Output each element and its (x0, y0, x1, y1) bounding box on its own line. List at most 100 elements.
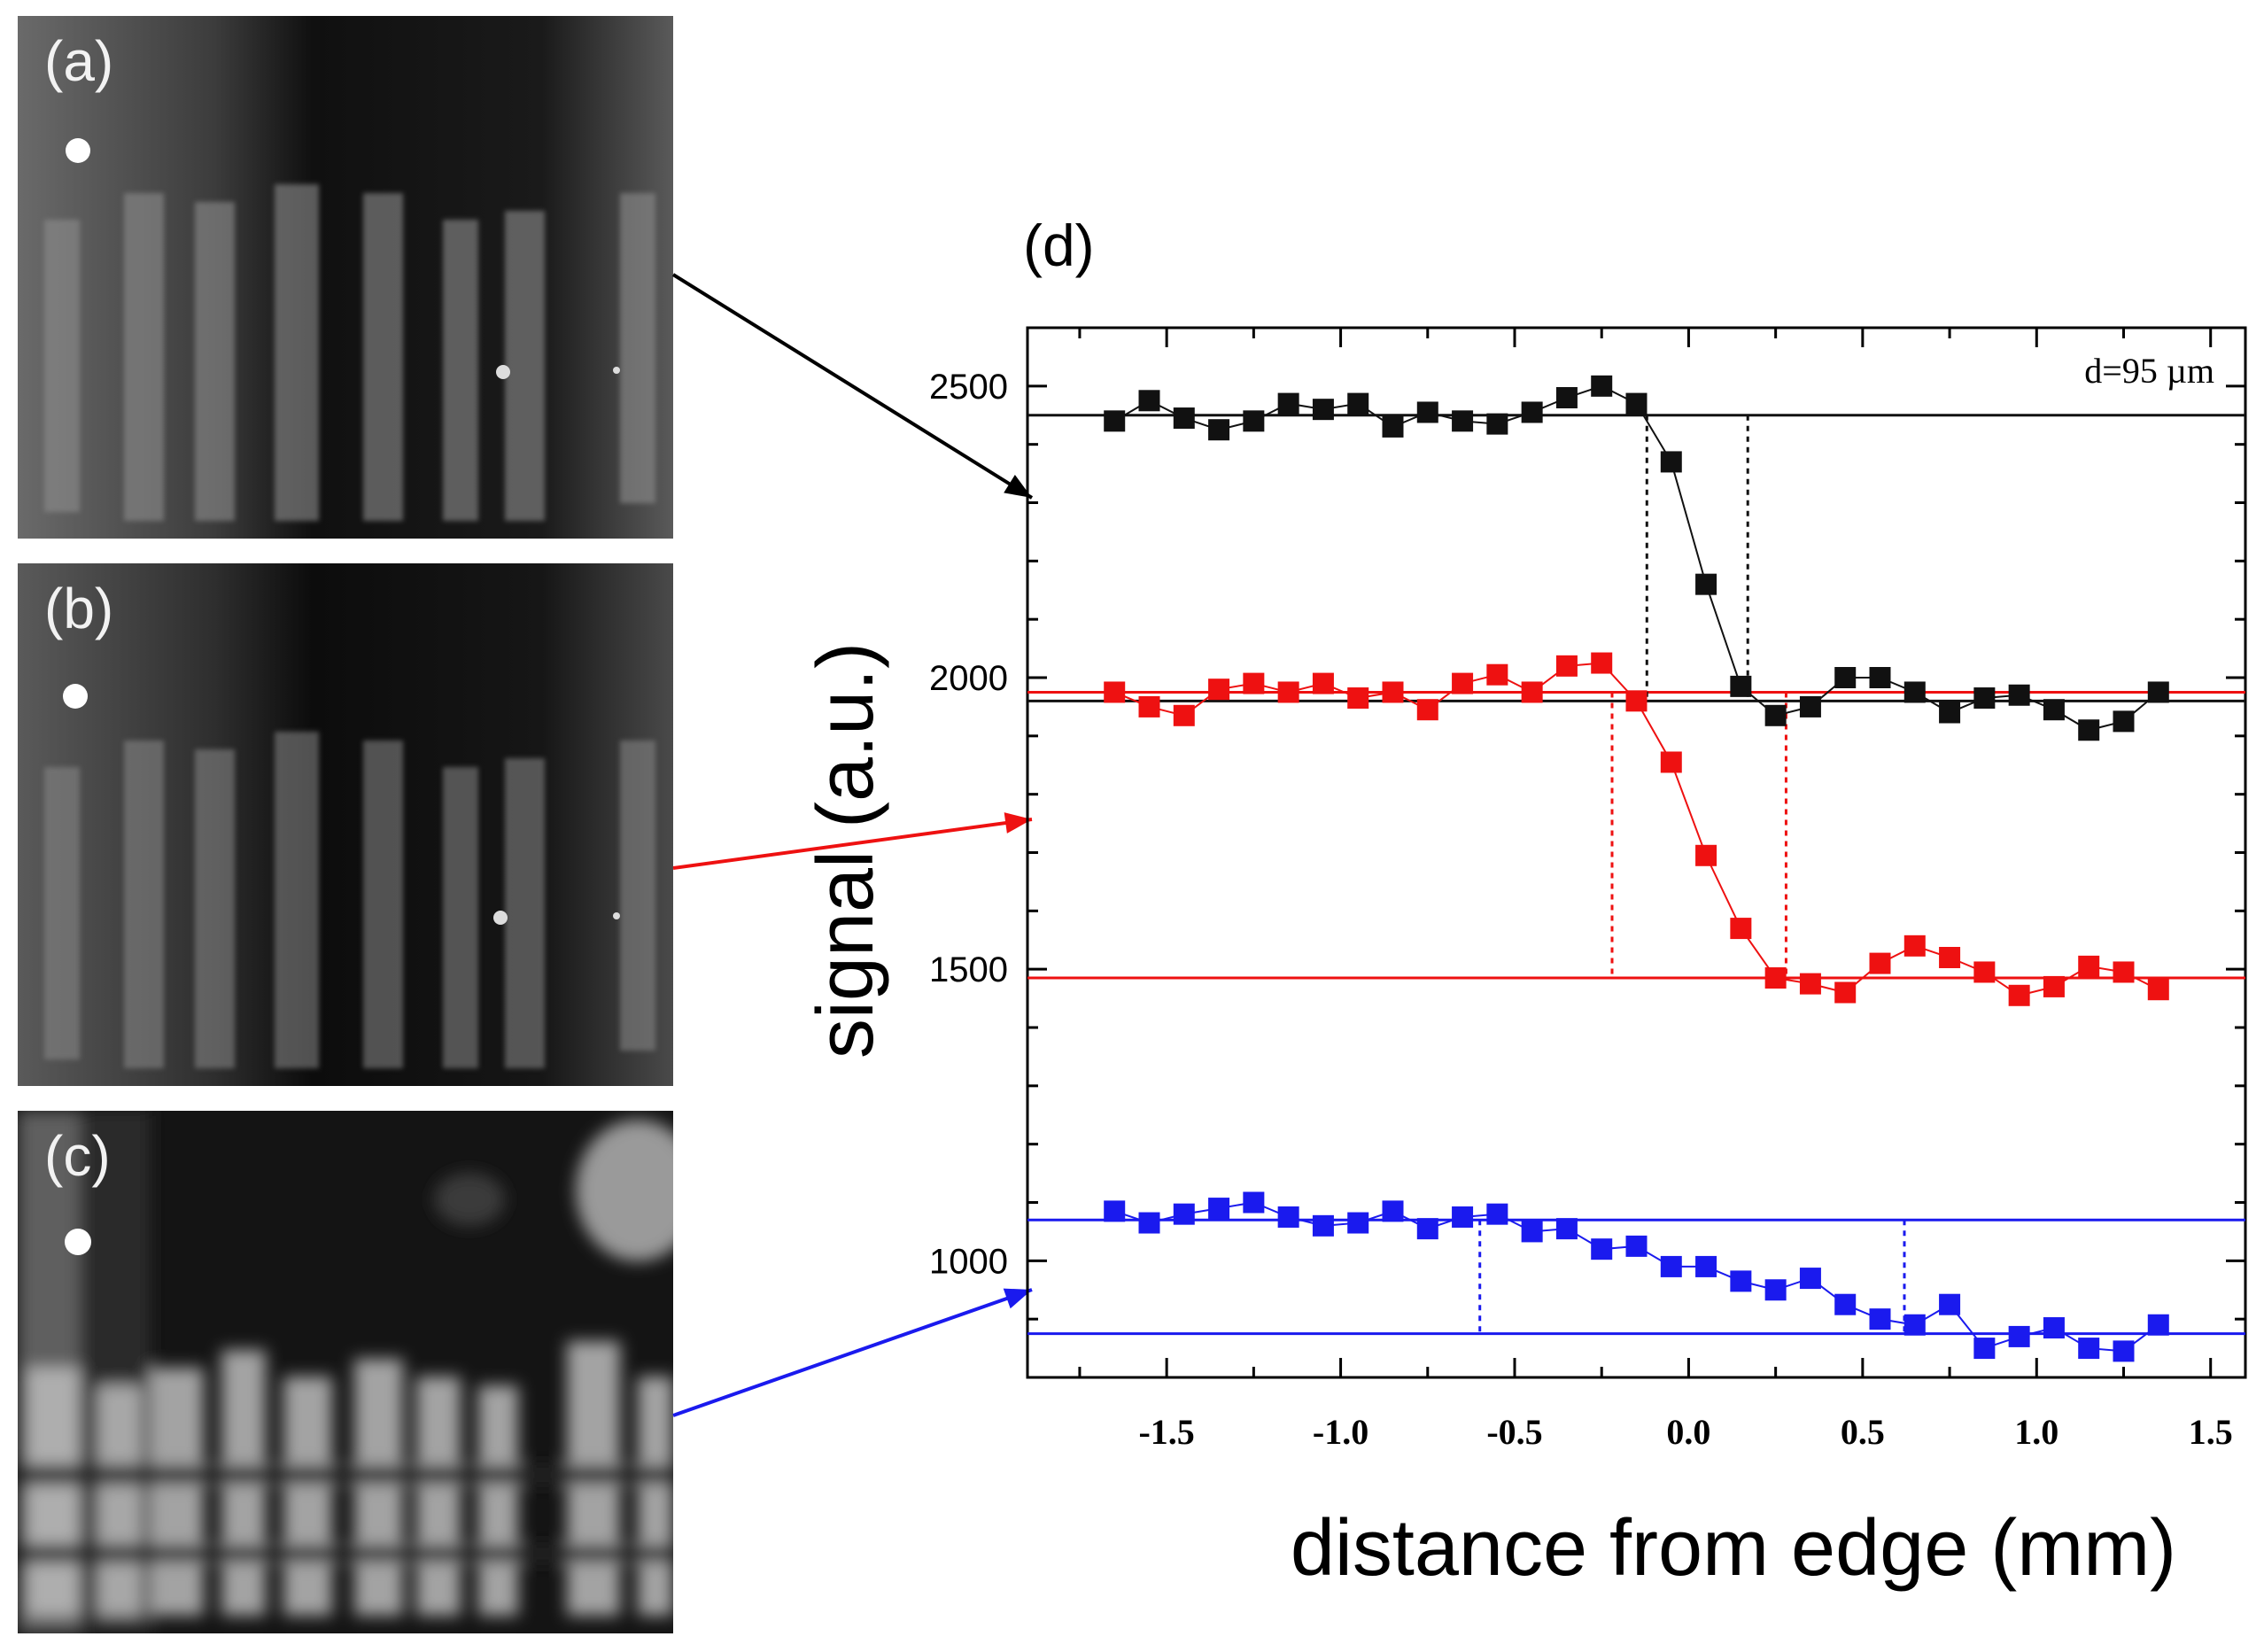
data-point (1138, 695, 1160, 717)
edge-markers (1478, 415, 1906, 1334)
image-panel-b-picture (18, 563, 673, 1086)
series-line (1113, 1201, 2159, 1353)
data-point (1973, 687, 1996, 710)
data-point (1834, 981, 1857, 1004)
y-axis-label: signal (a.u.) (802, 642, 890, 1059)
data-point (1660, 451, 1682, 473)
x-tick-label: -0.5 (1486, 1412, 1542, 1452)
data-point (2078, 719, 2100, 741)
y-tick-labels: 1000 1500 2000 2500 (929, 368, 1008, 1282)
data-point (1486, 663, 1508, 686)
arrow-head (1004, 812, 1032, 834)
data-point (1973, 961, 1996, 983)
data-point (1243, 410, 1265, 432)
image-panel-b: (b) (18, 563, 673, 1086)
image-panel-a-label: (a) (44, 29, 114, 93)
x-axis-label: distance from edge (mm) (1291, 1504, 2176, 1593)
data-point (1834, 667, 1857, 688)
data-point (2147, 1314, 2169, 1336)
data-point (1869, 667, 1891, 688)
data-point (1347, 392, 1369, 415)
data-point (1555, 655, 1578, 677)
data-point (2113, 710, 2135, 733)
data-point (2043, 699, 2065, 721)
data-point (1625, 690, 1648, 712)
data-point (1208, 1198, 1230, 1220)
data-point (1730, 918, 1752, 940)
x-tick-labels: -1.5 -1.0 -0.5 0.0 0.5 1.0 1.5 (1138, 1412, 2232, 1452)
data-point (2113, 1340, 2135, 1362)
data-point (1695, 573, 1717, 595)
data-point (1173, 704, 1195, 726)
data-point (1486, 1203, 1508, 1225)
data-point (1452, 410, 1474, 432)
data-point (2043, 1317, 2065, 1339)
chart-annotation: d=95 µm (2084, 351, 2214, 391)
panel-arrows (671, 273, 1034, 1417)
x-tick-label: 0.0 (1666, 1412, 1710, 1452)
data-point (1312, 672, 1334, 694)
data-point (1452, 1206, 1474, 1228)
x-tick-label: 1.5 (2189, 1412, 2233, 1452)
y-tick-label: 1500 (929, 950, 1008, 989)
data-point (1486, 413, 1508, 435)
data-point (1625, 1235, 1648, 1257)
data-point (1312, 399, 1334, 421)
data-point (1869, 952, 1891, 974)
data-point (2113, 961, 2135, 983)
data-point (1903, 1314, 1926, 1336)
arrow-head (1004, 474, 1032, 498)
data-point (1521, 1221, 1543, 1243)
data-point (1730, 1270, 1752, 1292)
data-point (1660, 1255, 1682, 1277)
data-point (1382, 415, 1404, 438)
data-point (1730, 675, 1752, 697)
data-point (1764, 704, 1787, 726)
data-point (1834, 1293, 1857, 1315)
data-point (1243, 1191, 1265, 1214)
data-point (1903, 681, 1926, 703)
data-point (1799, 1268, 1821, 1290)
image-panel-a-picture (18, 16, 673, 539)
data-point (1347, 687, 1369, 710)
data-point (1799, 695, 1821, 717)
data-point (1591, 652, 1613, 674)
data-point (2008, 684, 2030, 706)
x-tick-label: -1.5 (1138, 1412, 1194, 1452)
image-panel-c-picture (18, 1111, 673, 1633)
series-line (1113, 384, 2159, 732)
data-point (1591, 1238, 1613, 1260)
data-point (2078, 955, 2100, 977)
image-panel-c-label: (c) (44, 1124, 111, 1188)
reference-lines (1027, 414, 2245, 1336)
chart-panel-label: (d) (1023, 213, 1095, 278)
arrow-line (672, 1288, 1033, 1417)
data-point (1104, 681, 1126, 703)
data-point (2078, 1338, 2100, 1360)
data-point (1347, 1212, 1369, 1234)
image-panel-b-label: (b) (44, 577, 114, 640)
data-point (1208, 419, 1230, 441)
x-tick-label: 1.0 (2014, 1412, 2059, 1452)
data-point (1382, 681, 1404, 703)
data-point (1382, 1200, 1404, 1222)
data-point (1799, 973, 1821, 995)
data-series (1104, 375, 2169, 1362)
data-point (1173, 407, 1195, 430)
data-point (1312, 1214, 1334, 1237)
data-point (1416, 401, 1438, 423)
arrow-line (671, 273, 1034, 500)
data-point (1939, 702, 1961, 724)
data-point (1591, 375, 1613, 397)
data-point (1695, 1255, 1717, 1277)
y-tick-label: 2500 (929, 368, 1008, 407)
data-point (1416, 1218, 1438, 1240)
data-point (1277, 1206, 1299, 1228)
data-point (2008, 984, 2030, 1006)
data-point (1104, 1200, 1126, 1222)
data-point (1973, 1338, 1996, 1360)
arrow-head (1003, 1288, 1032, 1309)
data-point (1243, 672, 1265, 694)
data-point (1416, 699, 1438, 721)
